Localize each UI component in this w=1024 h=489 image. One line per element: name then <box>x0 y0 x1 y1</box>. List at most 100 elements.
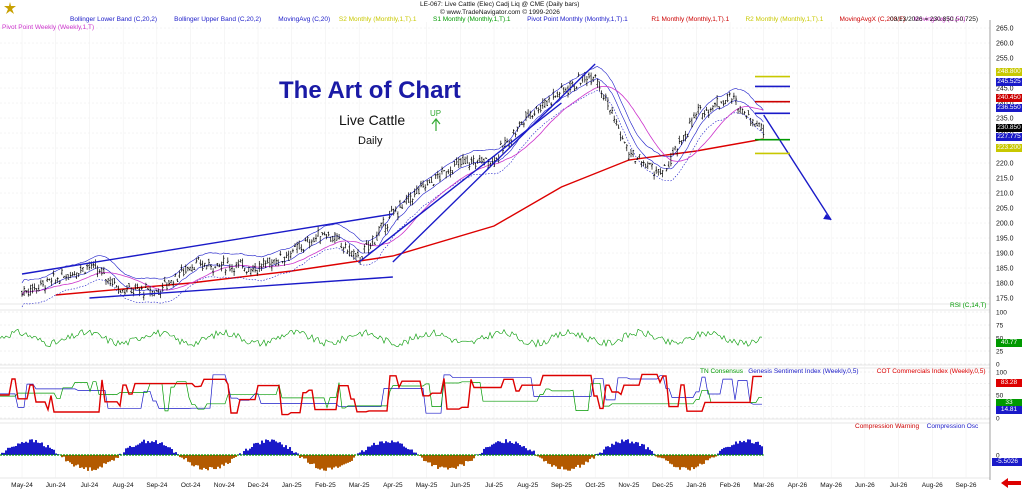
indicator-label-2: MovingAvg (C,20) <box>278 16 331 23</box>
indicator-label-5: Pivot Point Monthly (Monthly,1,T).1 <box>527 16 628 23</box>
rsi-line <box>0 328 763 348</box>
indicator-label-9: MovingAvg (C,50) <box>913 16 966 23</box>
price-tick-label: 255.0 <box>996 56 1014 63</box>
price-tick-label: 265.0 <box>996 26 1014 33</box>
price-box: 248.800 <box>996 68 1022 76</box>
tn-consensus-line <box>0 381 762 412</box>
sentiment-label-1: Genesis Sentiment Index (Weekly,0,5) <box>748 368 859 375</box>
price-tick-label: 245.0 <box>996 86 1014 93</box>
sentiment-tick-label: 100 <box>996 370 1007 377</box>
sentiment-label-2: COT Commercials Index (Weekly,0,5) <box>876 368 986 375</box>
price-tick-label: 220.0 <box>996 161 1014 168</box>
month-tick-label: Dec-25 <box>652 482 673 489</box>
month-tick-label: Jun-26 <box>855 482 875 489</box>
brand-title: The Art of Chart <box>279 77 461 104</box>
rsi-tick-label: 0 <box>996 362 1000 369</box>
month-tick-label: Aug-26 <box>922 482 943 489</box>
price-box: 223.200 <box>996 144 1022 152</box>
month-tick-label: May-24 <box>11 482 33 489</box>
month-tick-label: Aug-24 <box>113 482 134 489</box>
month-tick-label: Jan-26 <box>686 482 706 489</box>
indicator-label-6: R1 Monthly (Monthly,1,T).1 <box>651 16 730 23</box>
copyright: © www.TradeNavigator.com © 1999-2026 <box>440 9 560 16</box>
month-tick-label: Jun-24 <box>46 482 66 489</box>
sentiment-tick-label: 0 <box>996 416 1000 423</box>
sentiment-label-0: TN Consensus <box>700 368 743 375</box>
compression-label-1: Compression Osc <box>926 423 979 430</box>
month-tick-label: Jul-24 <box>81 482 99 489</box>
grid <box>0 22 990 479</box>
price-tick-label: 185.0 <box>996 266 1014 273</box>
month-tick-label: Mar-26 <box>753 482 774 489</box>
lower-panels <box>0 328 764 471</box>
price-tick-label: 235.0 <box>996 116 1014 123</box>
month-tick-label: May-26 <box>820 482 842 489</box>
indicator-label-8: MovingAvgX (C,200,F) <box>839 16 906 23</box>
rsi-label: RSI (C,14,T) <box>950 302 987 309</box>
month-tick-label: Apr-26 <box>788 482 808 489</box>
compression-tick-label: 0 <box>996 453 1000 460</box>
compression-value-box: -5.5026 <box>992 458 1022 466</box>
indicator-label-0: Bollinger Lower Band (C,20,2) <box>70 16 158 23</box>
month-tick-label: Jul-25 <box>485 482 503 489</box>
month-tick-label: May-25 <box>416 482 438 489</box>
month-tick-label: Aug-25 <box>517 482 538 489</box>
month-tick-label: Sep-26 <box>956 482 977 489</box>
price-tick-label: 180.0 <box>996 281 1014 288</box>
trendline <box>89 276 393 299</box>
price-tick-label: 190.0 <box>996 251 1014 258</box>
chart-subtitle: Live Cattle <box>339 112 406 128</box>
sentiment-tick-label: 50 <box>996 393 1004 400</box>
bollinger-lower-band <box>21 90 764 308</box>
month-tick-label: Sep-25 <box>551 482 572 489</box>
moving-average-200 <box>55 138 764 296</box>
timeframe-label: Daily <box>358 135 383 147</box>
sentiment-value-box: 33 <box>996 399 1022 407</box>
price-tick-label: 210.0 <box>996 191 1014 198</box>
symbol-line: LE-067: Live Cattle (Elec) Cadj Liq @ CM… <box>420 1 580 8</box>
price-box: 230.850 <box>996 124 1022 132</box>
price-bars <box>21 71 765 301</box>
month-tick-label: Feb-25 <box>315 482 336 489</box>
month-tick-label: Feb-26 <box>720 482 741 489</box>
axes: 175.0 180.0 185.0 190.0 195.0 200.0 205.0 210.0… <box>11 20 1014 489</box>
pivot-weekly-label: Pivot Point Weekly (Weekly,1,T) <box>2 24 95 31</box>
rsi-tick-label: 25 <box>996 349 1004 356</box>
scroll-left-arrow-icon[interactable] <box>1000 478 1022 488</box>
trendline <box>392 63 596 263</box>
month-tick-label: Jan-25 <box>282 482 302 489</box>
indicator-label-7: R2 Monthly (Monthly,1,T).1 <box>745 16 824 23</box>
month-tick-label: Mar-25 <box>349 482 370 489</box>
sentiment-value-box: 83.28 <box>996 379 1022 387</box>
trend-arrowhead <box>823 214 832 220</box>
price-tick-label: 195.0 <box>996 236 1014 243</box>
month-tick-label: Sep-24 <box>146 482 167 489</box>
month-tick-label: Apr-25 <box>383 482 403 489</box>
rsi-tick-label: 100 <box>996 310 1007 317</box>
month-tick-label: Oct-25 <box>585 482 605 489</box>
price-box: 245.525 <box>996 78 1022 86</box>
compression-label-0: Compression Warning <box>855 423 920 430</box>
month-tick-label: Jul-26 <box>890 482 908 489</box>
ma200-line <box>55 138 764 296</box>
trendline <box>21 213 393 275</box>
price-tick-label: 200.0 <box>996 221 1014 228</box>
rsi-tick-label: 75 <box>996 323 1004 330</box>
cot-commercials-line <box>0 373 762 416</box>
month-tick-label: Nov-24 <box>214 482 235 489</box>
price-tick-label: 205.0 <box>996 206 1014 213</box>
genesis-sentiment-line <box>0 374 762 414</box>
month-tick-label: Jun-25 <box>450 482 470 489</box>
price-tick-label: 215.0 <box>996 176 1014 183</box>
trendlines <box>21 63 832 299</box>
month-tick-label: Oct-24 <box>181 482 201 489</box>
pivot-lines <box>755 75 790 155</box>
price-box: 236.550 <box>996 104 1022 112</box>
sentiment-value-box: 14.81 <box>996 406 1022 414</box>
indicator-label-3: S2 Monthly (Monthly,1,T).1 <box>338 16 417 23</box>
up-arrow-icon <box>431 118 441 131</box>
price-tick-label: 260.0 <box>996 41 1014 48</box>
rsi-value-box: 40.77 <box>996 339 1022 347</box>
price-readout: 03/13/2026 = 230.850 (-0.725) <box>890 16 979 23</box>
